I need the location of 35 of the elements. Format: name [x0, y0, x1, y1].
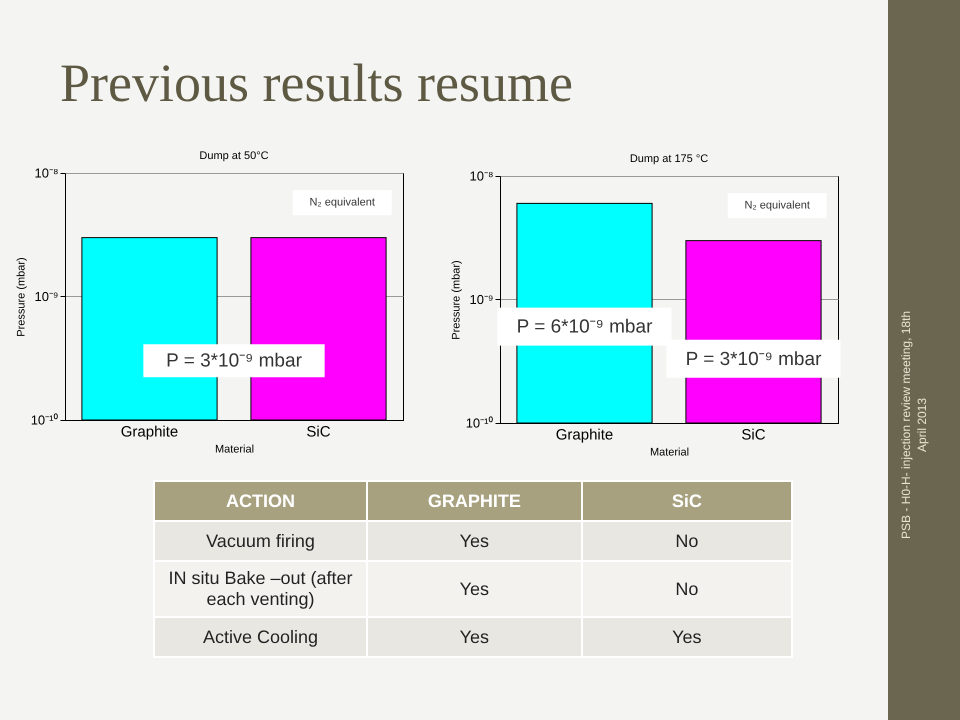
data-label: P = 3*10⁻⁹ mbar — [686, 348, 822, 370]
chart-title: Dump at 175 °C — [630, 153, 708, 165]
y-axis-title: Pressure (mbar) — [450, 260, 463, 340]
annotation: N₂ equivalent — [309, 196, 375, 209]
text: Yes — [460, 626, 490, 646]
annotation: N₂ equivalent — [744, 200, 810, 212]
text: No — [675, 530, 698, 550]
y-tick-label: 10⁻⁹ — [469, 292, 494, 307]
text: Yes — [672, 626, 702, 646]
y-axis-title: Pressure (mbar) — [16, 257, 28, 337]
category-label: ACTION — [154, 481, 367, 521]
annotation: P = 3*10⁻⁹ mbar — [166, 350, 303, 372]
category-label: Active Cooling — [202, 626, 318, 646]
x-axis-title: Material — [214, 444, 254, 456]
category-label: Vacuum firing — [206, 530, 315, 550]
x-axis-title: Material — [650, 446, 690, 458]
y-tick-label: 10⁻¹⁰ — [30, 412, 58, 428]
text: PSB - H0-H- injection review meeting, 18th April 2013 — [898, 310, 930, 542]
text: Yes — [460, 530, 490, 550]
category-label: GRAPHITE — [367, 481, 582, 521]
text: Previous results resume — [60, 52, 573, 114]
chart-title: Dump at 50°C — [199, 150, 269, 162]
y-tick-label: 10⁻⁸ — [470, 168, 494, 184]
y-tick-label: 10⁻¹⁰ — [466, 416, 494, 430]
x-tick-label: Graphite — [556, 426, 614, 444]
text: Yes — [460, 578, 490, 598]
data-label: P = 6*10⁻⁹ mbar — [516, 316, 654, 338]
y-tick-label: 10⁻⁹ — [34, 289, 58, 304]
x-tick-label: SiC — [741, 426, 766, 444]
category-label: IN situ Bake –out (after each venting) — [168, 568, 353, 609]
x-tick-label: SiC — [306, 424, 331, 440]
y-tick-label: 10⁻⁸ — [34, 166, 58, 180]
text: No — [675, 578, 698, 598]
x-tick-label: Graphite — [120, 424, 178, 440]
category-label: SiC — [582, 481, 792, 521]
